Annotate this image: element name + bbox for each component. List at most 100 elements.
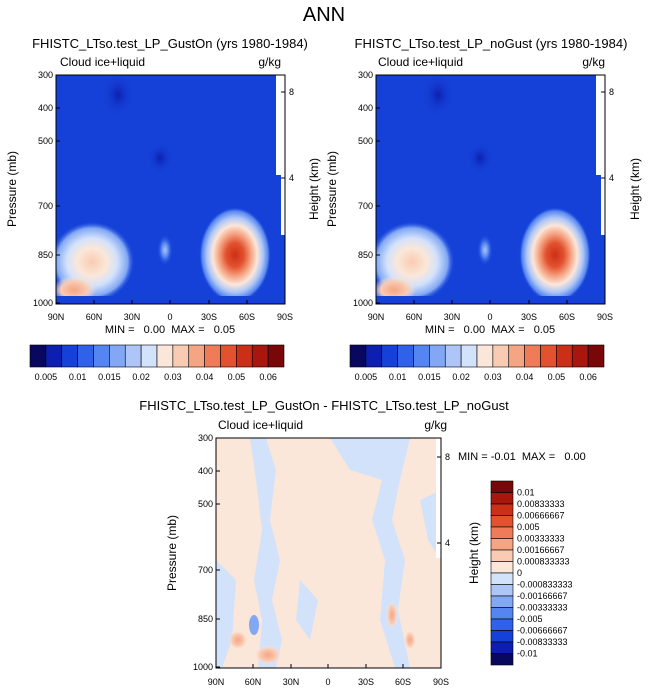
colorbar-swatch	[188, 344, 205, 368]
colorbar-label: 0.00833333	[517, 499, 565, 509]
colorbar-label: 0.005	[355, 372, 378, 382]
colorbar-label: 0.04	[196, 372, 214, 382]
y-right-tick-label: 4	[289, 173, 294, 183]
y-tick-label: 300	[198, 433, 213, 443]
y-tick-label: 400	[358, 103, 373, 113]
colorbar-swatch	[490, 561, 514, 574]
contour-field	[56, 75, 285, 304]
min-max-stats: MIN = -0.01 MAX = 0.00	[458, 451, 586, 463]
colorbar-swatch	[204, 344, 221, 368]
x-tick-label: 0	[487, 312, 492, 322]
y-tick-label: 700	[358, 201, 373, 211]
x-tick-label: 90S	[433, 677, 449, 687]
x-tick-label: 90N	[208, 677, 225, 687]
colorbar-swatch	[61, 344, 78, 368]
colorbar-label: 0.02	[452, 372, 470, 382]
colorbar-swatch	[540, 344, 557, 368]
colorbar-swatch	[490, 503, 514, 516]
colorbar-swatch	[140, 344, 158, 368]
colorbar-label: -0.000833333	[517, 580, 573, 590]
colorbar-label: 0.06	[579, 372, 597, 382]
colorbar-swatch	[524, 344, 541, 368]
x-tick-label: 0	[167, 312, 172, 322]
y-tick-label: 300	[38, 70, 53, 80]
colorbar-swatch	[490, 572, 514, 585]
colorbar-label: 0.03	[164, 372, 182, 382]
x-tick-label: 60N	[406, 312, 423, 322]
colorbar-swatch	[77, 344, 94, 368]
main-title: ANN	[303, 4, 345, 26]
colorbar-swatch	[490, 584, 514, 597]
min-max-stats: MIN = 0.00 MAX = 0.05	[105, 324, 235, 336]
x-tick-label: 30S	[521, 312, 537, 322]
colorbar-label: 0.01	[69, 372, 87, 382]
colorbar-swatch	[490, 480, 514, 493]
panel-no-gust: FHISTC_LTso.test_LP_noGust (yrs 1980-198…	[325, 36, 642, 382]
x-axis: 90N 60N 30N 0 30S 60S 90S	[368, 300, 613, 322]
variable-label: Cloud ice+liquid	[218, 418, 303, 432]
colorbar-label: 0.05	[548, 372, 566, 382]
colorbar-label: 0.04	[516, 372, 534, 382]
y-tick-label: 850	[358, 250, 373, 260]
units-label: g/kg	[424, 418, 447, 432]
y-axis-right: 8 4	[601, 87, 614, 183]
colorbar-swatch	[490, 526, 514, 539]
colorbar-swatch	[365, 344, 383, 368]
y-axis-left: 300 400 500 700 850 1000	[193, 433, 220, 672]
colorbar-label: 0.015	[98, 372, 121, 382]
colorbar-label: -0.00833333	[517, 637, 568, 647]
colorbar-swatch	[429, 344, 446, 368]
x-tick-label: 30N	[444, 312, 461, 322]
y-tick-label: 1000	[353, 298, 373, 308]
x-tick-label: 30N	[283, 677, 300, 687]
x-tick-label: 30N	[124, 312, 141, 322]
x-tick-label: 90S	[597, 312, 613, 322]
y-tick-label: 1000	[193, 662, 213, 672]
colorbar: 0.005 0.01 0.015 0.02 0.03 0.04 0.05 0.06	[349, 344, 605, 382]
colorbar-swatch	[236, 344, 253, 368]
panel-title: FHISTC_LTso.test_LP_GustOn (yrs 1980-198…	[32, 36, 308, 51]
x-tick-label: 60S	[239, 312, 255, 322]
x-tick-label: 60N	[245, 677, 262, 687]
colorbar-swatch	[251, 344, 269, 368]
contour-field	[376, 75, 605, 304]
colorbar-swatch	[490, 653, 514, 666]
variable-label: Cloud ice+liquid	[378, 55, 463, 69]
x-tick-label: 0	[325, 677, 330, 687]
x-axis: 90N 60N 30N 0 30S 60S 90S	[208, 664, 449, 687]
colorbar-label: 0.00166667	[517, 545, 565, 555]
colorbar-swatch	[490, 549, 514, 562]
colorbar-swatch	[490, 515, 514, 528]
x-tick-label: 90N	[368, 312, 385, 322]
y-right-tick-label: 8	[289, 87, 294, 97]
y-right-tick-label: 8	[445, 452, 450, 462]
colorbar-swatch	[490, 607, 514, 620]
colorbar-label: -0.005	[517, 614, 543, 624]
y-tick-label: 850	[198, 614, 213, 624]
y-tick-label: 1000	[33, 298, 53, 308]
colorbar-swatch	[109, 344, 126, 368]
panel-difference: FHISTC_LTso.test_LP_GustOn - FHISTC_LTso…	[139, 398, 586, 687]
y-tick-label: 500	[38, 136, 53, 146]
y-tick-label: 500	[358, 136, 373, 146]
colorbar: 0.005 0.01 0.015 0.02 0.03 0.04 0.05 0.06	[29, 344, 285, 382]
colorbar-swatch	[93, 344, 110, 368]
x-tick-label: 30S	[358, 677, 374, 687]
y-right-axis-label: Height (km)	[628, 158, 642, 220]
y-tick-label: 850	[38, 250, 53, 260]
y-right-tick-label: 4	[445, 538, 450, 548]
colorbar-label: 0.015	[418, 372, 441, 382]
colorbar-swatch	[29, 344, 47, 368]
y-tick-label: 700	[198, 565, 213, 575]
colorbar-label: 0.01	[517, 488, 535, 498]
colorbar-swatch	[156, 344, 174, 368]
colorbar-swatch	[397, 344, 414, 368]
colorbar-label: 0.05	[228, 372, 246, 382]
y-axis-label: Pressure (mb)	[165, 515, 179, 591]
y-axis-label: Pressure (mb)	[5, 151, 19, 227]
colorbar-label: -0.00333333	[517, 603, 568, 613]
colorbar-swatch	[490, 595, 514, 608]
colorbar-label: 0.06	[259, 372, 277, 382]
x-tick-label: 60S	[559, 312, 575, 322]
colorbar: 0.010.008333330.006666670.0050.003333330…	[490, 480, 573, 666]
